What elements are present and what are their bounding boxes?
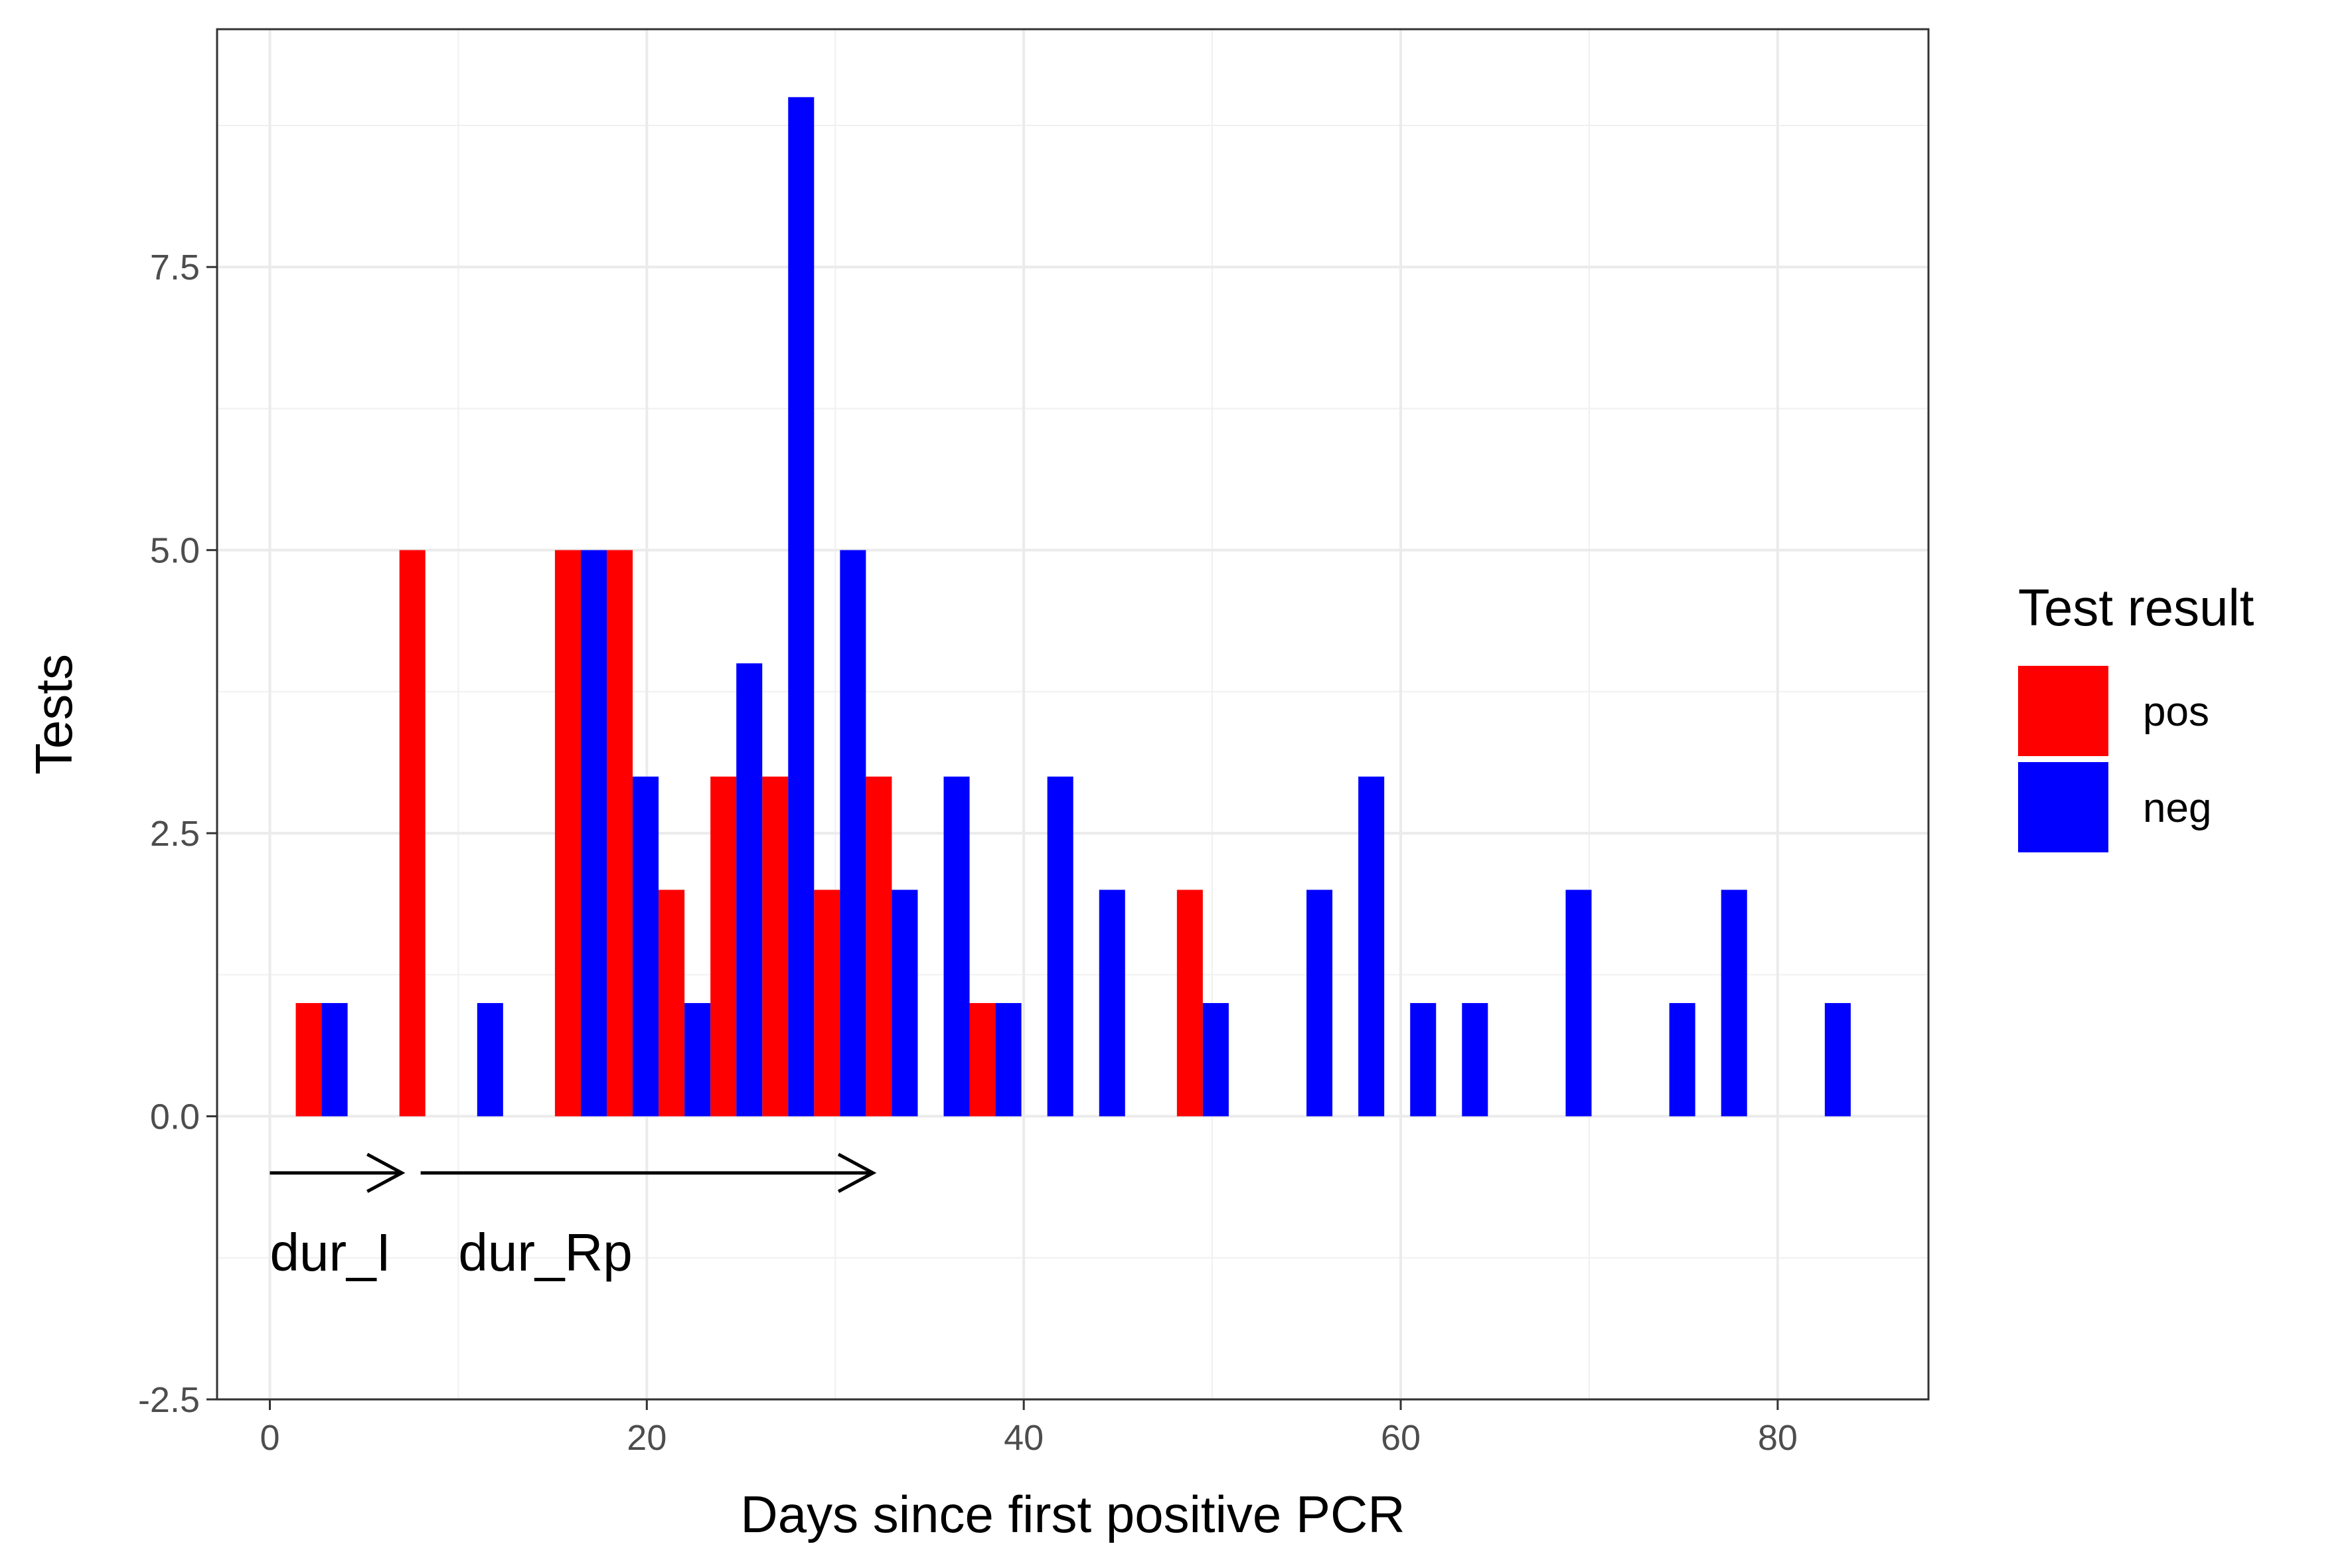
bar-neg [1099,890,1125,1117]
x-tick-label: 20 [627,1418,666,1458]
legend: Test result pos neg [2018,578,2254,852]
panel-border [216,28,1930,1401]
bar-pos [295,1002,322,1117]
bar-neg [1047,776,1073,1117]
bar-neg [321,1002,348,1117]
bar-neg [684,1002,711,1117]
bar-pos [969,1002,996,1117]
x-tick-label: 0 [260,1418,279,1458]
y-tick-label: 0.0 [150,1097,200,1137]
bar-pos [399,550,426,1117]
bar-neg [1824,1002,1851,1117]
bar-neg [580,550,607,1117]
x-axis: 0 20 40 60 80 [260,1399,1798,1458]
bar-neg [1669,1002,1695,1117]
y-axis: -2.5 0.0 2.5 5.0 7.5 [138,248,217,1420]
bar-neg [892,890,918,1117]
bar-neg [1565,890,1592,1117]
bar-pos [554,550,581,1117]
annotations: dur_I dur_Rp [270,1152,877,1282]
bar-neg [1462,1002,1488,1117]
bar-pos [762,776,789,1117]
bar-neg [1202,1002,1229,1117]
bar-pos [814,890,840,1117]
bar-neg [1306,890,1333,1117]
x-axis-title: Days since first positive PCR [740,1485,1405,1543]
bar-neg [840,550,866,1117]
annotation-label-dur_Rp: dur_Rp [458,1223,632,1282]
bar-neg [736,663,763,1117]
bar-neg [943,776,970,1117]
annotation-arrowhead-dur_Rp [837,1152,877,1194]
y-tick-label: -2.5 [138,1380,200,1420]
bar-pos [659,890,685,1117]
x-tick-label: 60 [1381,1418,1421,1458]
y-tick-label: 2.5 [150,814,200,854]
bar-neg [1410,1002,1437,1117]
legend-key-pos [2018,666,2108,756]
bar-neg [477,1002,503,1117]
gridlines [217,29,1928,1401]
bar-neg [1721,890,1747,1117]
bar-neg [1358,776,1385,1117]
x-tick-label: 40 [1004,1418,1044,1458]
legend-label-neg: neg [2143,785,2211,831]
bar-pos [710,776,737,1117]
bar-pos [607,550,633,1117]
legend-key-neg [2018,762,2108,852]
y-axis-title: Tests [25,654,83,775]
legend-label-pos: pos [2143,689,2209,735]
bar-neg [995,1002,1022,1117]
bar-pos [1176,890,1203,1117]
bar-neg [633,776,659,1117]
annotation-label-dur_I: dur_I [270,1223,390,1282]
y-tick-label: 5.0 [150,531,200,571]
bar-neg [788,97,815,1117]
x-tick-label: 80 [1758,1418,1798,1458]
annotation-arrowhead-dur_I [366,1152,406,1194]
bar-pos [866,776,892,1117]
y-tick-label: 7.5 [150,248,200,287]
legend-title: Test result [2018,578,2254,637]
bars [295,97,1851,1117]
